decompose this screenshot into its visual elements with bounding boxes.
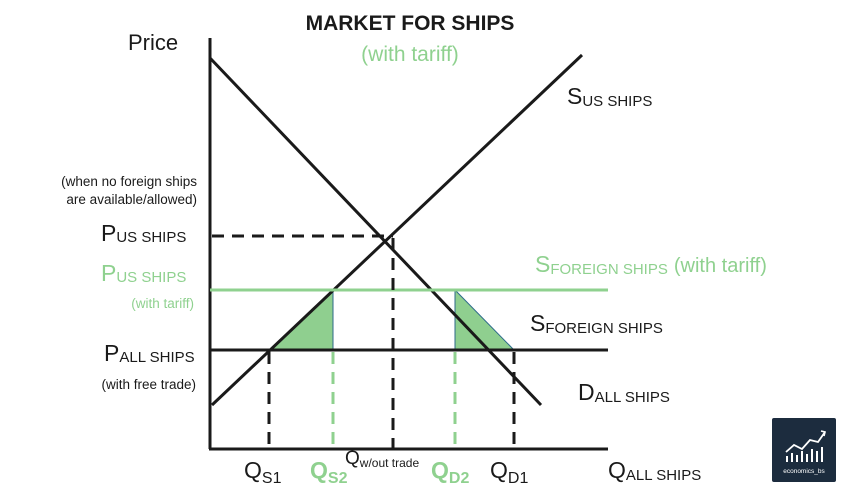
p-us-tariff-label: PUS SHIPS — [101, 260, 186, 286]
q-wout-label: Qw/out trade — [345, 448, 419, 470]
note-line-2: are available/allowed) — [66, 192, 197, 207]
demand-label: DALL SHIPS — [578, 379, 670, 406]
q-s2-label: QS2 — [310, 457, 348, 487]
note-line-1: (when no foreign ships — [61, 174, 197, 189]
q-d1-label: QD1 — [490, 457, 528, 487]
deadweight-loss-right — [454, 288, 516, 351]
chart-trend-icon — [785, 430, 826, 462]
q-s1-label: QS1 — [244, 457, 282, 487]
p-us-tariff-note: (with tariff) — [131, 296, 194, 311]
supply-us-label: SUS SHIPS — [567, 83, 652, 110]
p-all-label: PALL SHIPS — [104, 340, 195, 366]
brand-logo: economics_bs — [772, 418, 836, 482]
p-all-note: (with free trade) — [101, 377, 196, 392]
demand-curve — [208, 56, 543, 407]
chart-title: MARKET FOR SHIPS — [306, 12, 515, 35]
p-us-label: PUS SHIPS — [101, 220, 186, 246]
q-d2-label: QD2 — [431, 457, 469, 487]
chart-subtitle: (with tariff) — [361, 43, 459, 66]
logo-text: economics_bs — [783, 468, 825, 475]
supply-us-curve — [210, 53, 584, 407]
supply-foreign-tariff-label: SFOREIGN SHIPS (with tariff) — [535, 251, 767, 278]
y-axis-label: Price — [128, 30, 178, 55]
q-all-label: QALL SHIPS — [608, 457, 701, 484]
supply-foreign-label: SFOREIGN SHIPS — [530, 310, 663, 337]
